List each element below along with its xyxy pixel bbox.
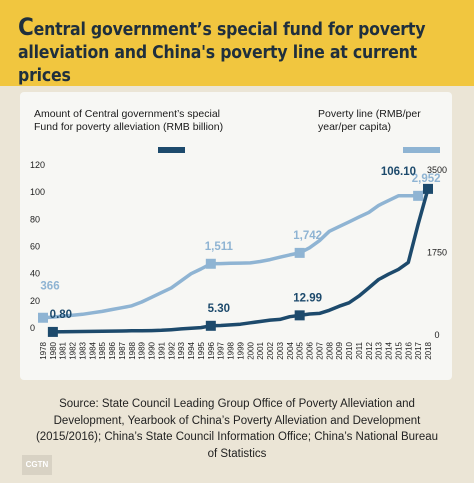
series-line <box>42 187 430 320</box>
x-tick-label: 2003 <box>276 341 285 359</box>
data-label: 106.10 <box>381 166 416 178</box>
point-marker <box>294 247 305 258</box>
x-tick-label: 1996 <box>207 341 216 359</box>
y-tick-label: 100 <box>30 187 45 197</box>
point-marker <box>205 258 216 269</box>
x-tick-label: 1985 <box>98 341 107 359</box>
legend-label: Poverty line (RMB/per year/per capita) <box>318 108 421 133</box>
x-tick-label: 1984 <box>88 341 97 359</box>
x-tick-label: 1987 <box>118 341 127 359</box>
x-tick-label: 2015 <box>394 341 403 359</box>
data-label: 1,511 <box>205 241 234 253</box>
data-label: 0.80 <box>50 309 72 321</box>
x-tick-label: 2016 <box>404 341 413 359</box>
logo: CGTN <box>22 455 52 475</box>
y-tick-label: 120 <box>30 160 45 170</box>
x-tick-label: 2000 <box>246 341 255 359</box>
x-tick-label: 1989 <box>138 341 147 359</box>
y-tick-label: 80 <box>30 214 40 224</box>
x-tick-label: 2012 <box>365 341 374 359</box>
x-tick-label: 1998 <box>227 341 236 359</box>
data-label: 2,952 <box>412 173 441 185</box>
x-tick-label: 1992 <box>167 341 176 359</box>
source: Source: State Council Leading Group Offi… <box>35 398 439 460</box>
header <box>0 0 474 86</box>
y-tick-label: 60 <box>30 242 40 252</box>
legend-swatch <box>403 147 440 153</box>
point-marker <box>294 310 305 321</box>
x-tick-label: 1981 <box>59 341 68 359</box>
x-tick-label: 1986 <box>108 341 117 359</box>
point-marker <box>413 190 424 201</box>
x-tick-label: 2011 <box>355 341 364 359</box>
x-tick-label: 2013 <box>375 341 384 359</box>
point-marker <box>423 183 433 194</box>
x-tick-label: 1982 <box>69 341 78 359</box>
x-tick-label: 1980 <box>49 341 58 359</box>
y-tick-label: 0 <box>30 323 35 333</box>
y-tick-label: 40 <box>30 269 40 279</box>
x-tick-label: 2017 <box>414 341 423 359</box>
point-marker <box>47 326 58 337</box>
x-tick-label: 2002 <box>266 341 275 359</box>
x-tick-label: 1988 <box>128 341 137 359</box>
legend-swatch <box>158 147 185 153</box>
y-tick-label: 20 <box>30 296 40 306</box>
x-tick-label: 2007 <box>315 341 324 359</box>
x-tick-label: 2004 <box>286 341 295 359</box>
title: Central government’s special fund for po… <box>18 13 426 87</box>
x-tick-label: 2010 <box>345 341 354 359</box>
data-label: 366 <box>40 281 59 293</box>
series-line <box>52 188 430 334</box>
data-label: 12.99 <box>293 292 322 304</box>
point-marker <box>38 312 48 323</box>
x-tick-label: 1997 <box>217 341 226 359</box>
x-tick-label: 1978 <box>39 341 48 359</box>
data-label: 5.30 <box>208 303 230 315</box>
y2-tick-label: 3500 <box>427 165 447 175</box>
x-tick-label: 2006 <box>306 341 315 359</box>
y2-tick-label: 1750 <box>427 248 447 258</box>
y2-tick-label: 0 <box>434 330 439 340</box>
x-tick-label: 1991 <box>157 341 166 359</box>
x-tick-label: 1993 <box>177 341 186 359</box>
x-tick-label: 2001 <box>256 341 265 359</box>
x-tick-label: 1999 <box>236 341 245 359</box>
data-label: 1,742 <box>293 230 322 242</box>
x-tick-label: 2018 <box>424 341 433 359</box>
legend-label: Amount of Central government’s special F… <box>34 108 224 133</box>
point-marker <box>205 320 216 331</box>
x-tick-label: 1983 <box>78 341 87 359</box>
x-tick-label: 1994 <box>187 341 196 359</box>
x-tick-label: 2008 <box>325 341 334 359</box>
x-tick-label: 2014 <box>385 341 394 359</box>
x-tick-label: 2005 <box>296 341 305 359</box>
x-tick-label: 1990 <box>148 341 157 359</box>
x-tick-label: 2009 <box>335 341 344 359</box>
x-tick-label: 1995 <box>197 341 206 359</box>
